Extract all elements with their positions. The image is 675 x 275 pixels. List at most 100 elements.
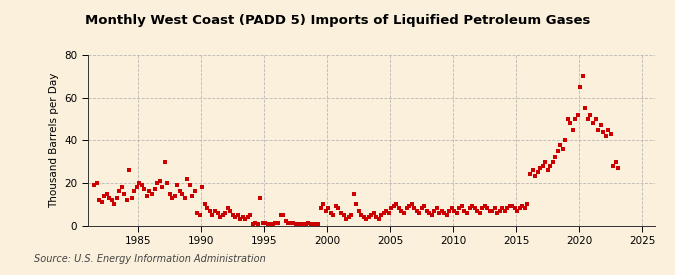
Text: Monthly West Coast (PADD 5) Imports of Liquified Petroleum Gases: Monthly West Coast (PADD 5) Imports of L…: [85, 14, 590, 27]
Point: [371, 215, 381, 219]
Point: [184, 183, 195, 187]
Point: [560, 138, 570, 142]
Point: [242, 215, 253, 219]
Point: [406, 202, 417, 206]
Point: [590, 117, 601, 121]
Point: [111, 196, 122, 200]
Point: [441, 213, 452, 217]
Point: [429, 208, 439, 213]
Point: [157, 185, 167, 189]
Point: [91, 181, 102, 185]
Point: [358, 215, 369, 219]
Point: [452, 211, 462, 215]
Point: [456, 204, 467, 208]
Point: [341, 217, 352, 221]
Point: [361, 217, 372, 221]
Point: [434, 211, 445, 215]
Point: [363, 215, 374, 219]
Point: [114, 189, 125, 194]
Point: [238, 215, 248, 219]
Point: [472, 208, 483, 213]
Point: [494, 208, 505, 213]
Point: [200, 202, 211, 206]
Point: [162, 181, 173, 185]
Point: [328, 213, 339, 217]
Point: [257, 221, 268, 226]
Point: [348, 191, 359, 196]
Point: [290, 222, 301, 227]
Point: [88, 183, 99, 187]
Point: [512, 208, 523, 213]
Point: [487, 208, 497, 213]
Point: [219, 211, 230, 215]
Point: [225, 208, 236, 213]
Point: [547, 160, 558, 164]
Point: [421, 208, 432, 213]
Point: [308, 222, 319, 227]
Point: [540, 160, 551, 164]
Point: [187, 194, 198, 198]
Point: [154, 178, 165, 183]
Y-axis label: Thousand Barrels per Day: Thousand Barrels per Day: [49, 73, 59, 208]
Point: [116, 185, 127, 189]
Point: [366, 213, 377, 217]
Point: [466, 204, 477, 208]
Point: [504, 204, 515, 208]
Point: [248, 222, 259, 227]
Point: [250, 221, 261, 226]
Point: [522, 202, 533, 206]
Point: [431, 206, 442, 211]
Point: [404, 204, 414, 208]
Point: [562, 117, 573, 121]
Point: [313, 222, 324, 227]
Point: [136, 183, 147, 187]
Point: [459, 208, 470, 213]
Point: [159, 160, 170, 164]
Point: [489, 206, 500, 211]
Point: [605, 132, 616, 136]
Point: [215, 215, 225, 219]
Point: [454, 206, 465, 211]
Point: [177, 191, 188, 196]
Point: [318, 202, 329, 206]
Point: [517, 204, 528, 208]
Point: [283, 221, 294, 226]
Point: [101, 191, 112, 196]
Point: [273, 221, 284, 226]
Point: [427, 213, 437, 217]
Point: [132, 185, 142, 189]
Point: [588, 121, 599, 125]
Point: [286, 221, 296, 226]
Point: [484, 208, 495, 213]
Point: [106, 198, 117, 202]
Point: [97, 200, 107, 204]
Point: [585, 112, 596, 117]
Point: [288, 221, 298, 226]
Point: [104, 196, 115, 200]
Point: [570, 117, 580, 121]
Point: [122, 198, 132, 202]
Point: [197, 185, 208, 189]
Point: [192, 211, 202, 215]
Point: [235, 217, 246, 221]
Point: [391, 202, 402, 206]
Point: [124, 168, 135, 172]
Point: [323, 206, 334, 211]
Point: [399, 211, 410, 215]
Point: [343, 215, 354, 219]
Point: [305, 222, 316, 227]
Point: [376, 213, 387, 217]
Point: [182, 177, 192, 181]
Point: [325, 211, 336, 215]
Point: [462, 211, 472, 215]
Point: [600, 134, 611, 138]
Point: [527, 168, 538, 172]
Point: [335, 211, 346, 215]
Point: [603, 127, 614, 132]
Point: [524, 172, 535, 177]
Point: [144, 189, 155, 194]
Point: [295, 222, 306, 227]
Point: [542, 168, 553, 172]
Point: [134, 181, 145, 185]
Point: [356, 213, 367, 217]
